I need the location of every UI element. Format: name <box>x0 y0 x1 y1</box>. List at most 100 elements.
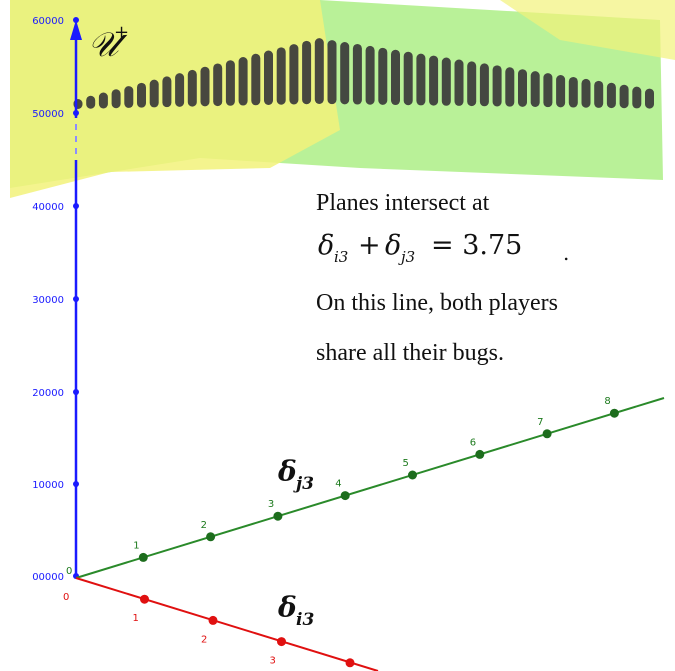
delta-j3-tick-label: 3 <box>268 499 274 510</box>
intersection-pill <box>441 57 451 106</box>
intersection-pill <box>518 69 527 107</box>
delta-i3-tick-label: 3 <box>270 656 276 667</box>
delta-i3-label-sub: i3 <box>296 610 314 630</box>
annotation-equation: δ i3 + δ j3 = 3.75 . <box>318 230 569 266</box>
intersection-pill <box>213 63 223 107</box>
delta-j3-tick-dot <box>206 532 216 542</box>
vertical-axis-arrow <box>70 20 82 40</box>
intersection-pill <box>378 47 388 105</box>
intersection-pill <box>111 89 121 109</box>
intersection-pill <box>162 76 172 108</box>
delta-j3-tick-label: 1 <box>133 540 139 551</box>
intersection-pill <box>416 53 426 106</box>
vertical-tick-label: 60000 <box>32 16 64 27</box>
intersection-pill <box>606 82 616 109</box>
delta-i3-tick-dot <box>140 594 149 604</box>
delta-i3-label: δ <box>277 591 297 624</box>
svg-text:j3: j3 <box>398 248 415 266</box>
delta-j3-tick-label: 2 <box>201 520 207 531</box>
delta-j3-tick-dot <box>542 429 552 439</box>
intersection-pill <box>86 95 96 109</box>
intersection-pill <box>403 51 413 106</box>
intersection-pill <box>340 42 350 105</box>
intersection-pill <box>225 60 235 106</box>
vertical-tick-label: 50000 <box>32 109 64 120</box>
delta-j3-axis <box>75 397 665 579</box>
intersection-pill <box>200 66 210 107</box>
intersection-pill <box>149 79 159 108</box>
intersection-pill <box>492 65 502 107</box>
delta-j3-ticks: 0 1 2 3 4 5 6 7 8 <box>66 396 619 577</box>
svg-text:i3: i3 <box>334 248 348 266</box>
vertical-tick-mark <box>73 17 79 23</box>
delta-i3-tick-label: 0 <box>63 592 69 603</box>
svg-text:.: . <box>563 241 569 265</box>
intersection-pill <box>175 73 185 107</box>
delta-j3-label-sub: j3 <box>293 474 314 494</box>
yellow-plane-right <box>500 0 675 60</box>
vertical-tick-label: 10000 <box>32 480 64 491</box>
vertical-tick-mark <box>73 481 79 487</box>
intersection-pill <box>619 84 629 109</box>
delta-i3-tick-dot <box>208 615 218 625</box>
vertical-tick-label: 30000 <box>32 295 64 306</box>
delta-i3-tick-label: 2 <box>201 634 207 645</box>
intersection-pill <box>352 43 362 105</box>
svg-text:δ: δ <box>318 230 334 261</box>
delta-i3-tick-dot <box>345 658 355 668</box>
intersection-pill <box>479 63 489 107</box>
svg-text:+: + <box>358 230 381 261</box>
vertical-tick-mark <box>73 296 79 302</box>
intersection-pill <box>530 71 540 107</box>
intersection-pill <box>556 75 566 108</box>
intersection-pill <box>187 69 197 107</box>
vertical-tick-mark <box>73 110 79 116</box>
delta-j3-tick-label: 0 <box>66 566 72 577</box>
intersection-pill <box>314 38 324 104</box>
delta-j3-tick-dot <box>340 491 350 501</box>
delta-i3-ticks: 0 1 2 3 <box>63 592 355 668</box>
delta-j3-tick-label: 6 <box>470 437 476 448</box>
delta-j3-tick-dot <box>408 470 417 480</box>
yellow-plane <box>10 0 340 198</box>
intersection-pill <box>467 61 477 107</box>
intersection-pill <box>365 45 375 105</box>
intersection-pill <box>454 59 464 106</box>
intersection-pill <box>391 49 400 106</box>
delta-j3-tick-dot <box>475 449 485 459</box>
intersection-pill <box>429 55 439 106</box>
delta-i3-axis <box>75 577 379 671</box>
delta-j3-tick-label: 5 <box>403 458 409 469</box>
intersection-pill <box>251 53 261 106</box>
intersection-pill <box>543 73 553 108</box>
vertical-axis-label-sup: + <box>114 22 129 43</box>
intersection-pill <box>645 88 654 109</box>
intersection-pill <box>98 92 108 109</box>
intersection-pill <box>264 50 273 105</box>
vertical-tick-label: 00000 <box>32 572 64 583</box>
intersection-pill <box>276 47 286 105</box>
intersection-pill <box>289 44 299 105</box>
intersection-pill <box>238 57 248 106</box>
svg-text:= 3.75: = 3.75 <box>431 230 522 261</box>
intersection-pill <box>302 40 312 105</box>
delta-j3-tick-dot <box>138 552 148 562</box>
intersection-pill <box>581 78 591 108</box>
delta-j3-tick-label: 4 <box>335 479 341 490</box>
delta-j3-tick-dot <box>609 408 619 418</box>
annotation-line-3: On this line, both players <box>316 290 558 316</box>
intersection-pill <box>137 82 146 108</box>
vertical-axis-ticks: 00000 10000 20000 30000 40000 50000 60000 <box>32 16 79 583</box>
intersection-line <box>73 38 654 109</box>
delta-j3-tick-label: 7 <box>537 417 543 428</box>
vertical-tick-label: 20000 <box>32 388 64 399</box>
annotation-line-4: share all their bugs. <box>316 340 504 366</box>
intersection-pill <box>632 86 642 109</box>
delta-j3-tick-label: 8 <box>604 396 610 407</box>
delta-i3-tick-dot <box>277 637 286 647</box>
svg-text:δ: δ <box>385 230 401 261</box>
intersection-pill <box>327 40 337 105</box>
delta-j3-tick-dot <box>273 511 283 521</box>
annotation-line-1: Planes intersect at <box>316 190 490 216</box>
